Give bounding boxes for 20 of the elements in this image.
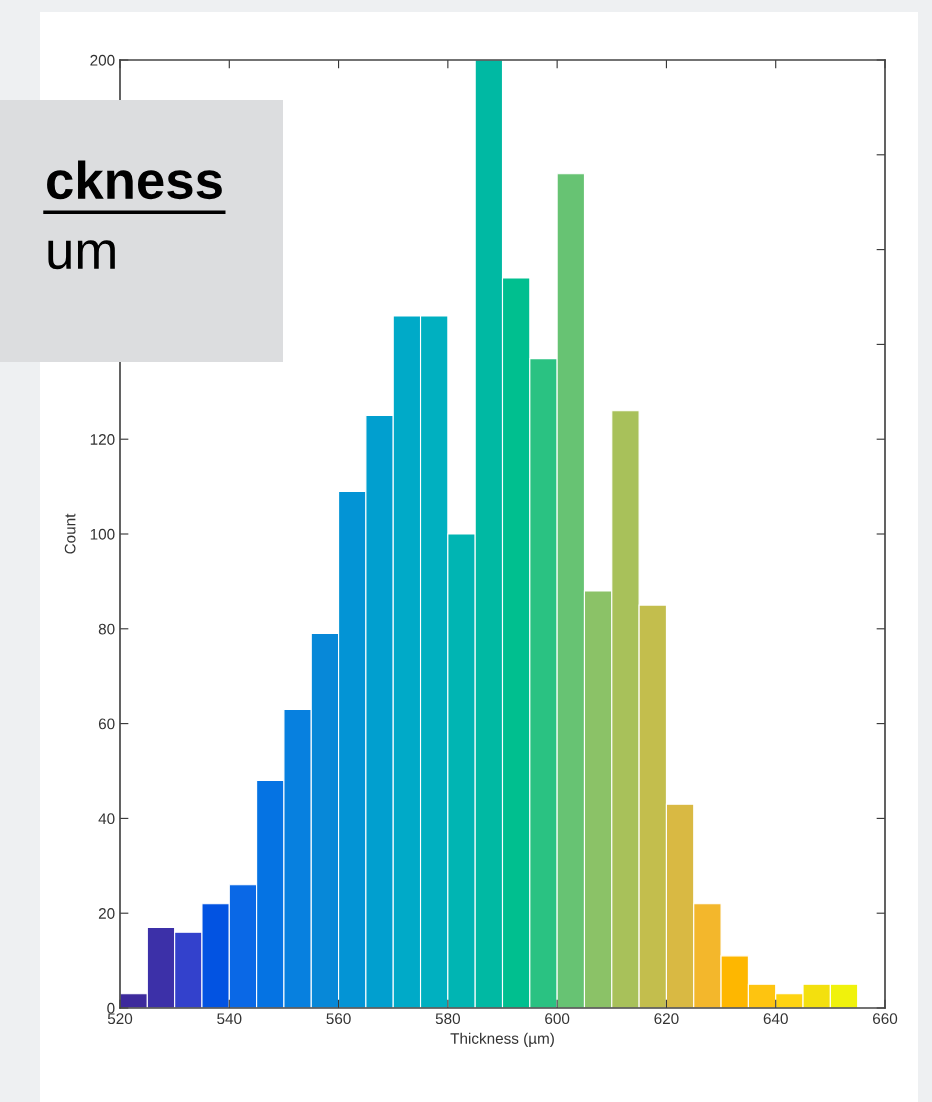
y-tick-label: 120	[90, 434, 115, 445]
annotation: ckness	[47, 160, 222, 200]
y-tick-label: 100	[90, 528, 115, 540]
x-tick-label: 640	[763, 1013, 788, 1025]
x-tick-label: 660	[873, 1013, 898, 1025]
x-tick-label: 580	[435, 1013, 461, 1025]
y-tick-label: 0	[107, 1002, 115, 1014]
x-tick-label: 620	[654, 1013, 679, 1025]
y-tick-label: 80	[98, 623, 115, 635]
x-tick-label: 540	[217, 1013, 242, 1025]
text: um	[48, 240, 115, 270]
y-axis-title: Count	[64, 513, 76, 554]
y-tick-label: 200	[90, 54, 115, 66]
x-tick-label: 600	[545, 1013, 570, 1025]
x-tick-label: 520	[107, 1013, 133, 1025]
x-axis-title: Thickness (µm)	[450, 1032, 554, 1047]
y-tick-label: 20	[98, 908, 115, 919]
x-tick-label: 560	[326, 1013, 351, 1025]
y-tick-label: 60	[98, 718, 115, 730]
y-tick-label: 40	[98, 813, 115, 825]
